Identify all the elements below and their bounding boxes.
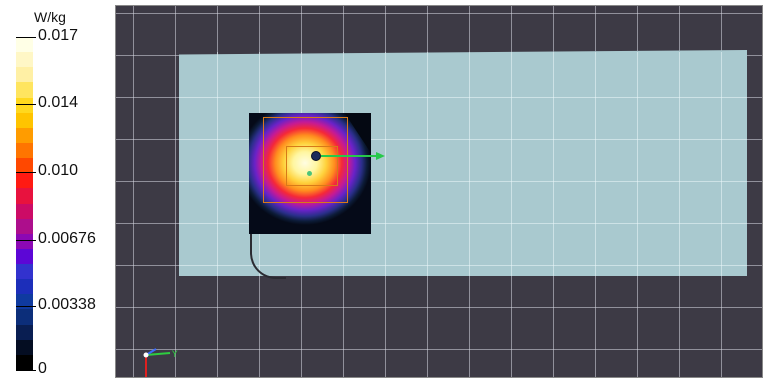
3d-viewport[interactable]: Y	[115, 5, 763, 378]
phantom-grid-line	[179, 265, 747, 266]
legend-unit: W/kg	[34, 9, 66, 25]
legend-color-swatch	[16, 264, 33, 280]
zoom-scan-inner-box	[286, 146, 338, 186]
phantom-grid-line	[385, 52, 386, 276]
legend-color-swatch	[16, 279, 33, 295]
legend-tick-label: 0.00338	[38, 296, 96, 313]
legend-color-swatch	[16, 158, 33, 174]
floor-grid-line	[116, 13, 762, 14]
legend-tick-label: 0.010	[38, 162, 79, 179]
legend-tick-mark	[16, 104, 36, 105]
phantom-grid-line	[679, 52, 680, 276]
legend-color-swatch	[16, 173, 33, 189]
phantom-grid-line	[721, 52, 722, 276]
phantom-grid-line	[217, 52, 218, 276]
color-scale-legend: W/kg 0.017 0.014 0.010 0.00676 0.00338 0	[0, 0, 112, 381]
legend-color-swatch	[16, 142, 33, 159]
floor-grid-line	[175, 6, 176, 377]
phantom-grid-line	[469, 52, 470, 276]
axis-triad-icon: Y	[143, 348, 178, 377]
legend-tick-mark	[16, 240, 36, 241]
phantom-grid-line	[637, 52, 638, 276]
legend-color-swatch	[16, 188, 33, 204]
legend-color-swatch	[16, 324, 33, 341]
legend-color-swatch	[16, 203, 33, 220]
phantom-grid-line	[179, 139, 747, 140]
floor-grid-line	[116, 307, 762, 308]
legend-color-swatch	[16, 112, 33, 129]
phantom-grid-line	[179, 97, 747, 98]
probe-cable	[250, 231, 286, 279]
legend-color-swatch	[16, 67, 33, 83]
legend-color-swatch	[16, 294, 33, 310]
legend-tick-mark	[16, 306, 36, 307]
legend-color-swatch	[16, 248, 33, 265]
floor-grid-line	[133, 6, 134, 377]
legend-color-swatch	[16, 354, 33, 371]
probe-direction-arrowhead	[376, 152, 385, 160]
legend-tick-mark	[16, 37, 36, 38]
legend-tick-mark	[16, 370, 36, 371]
legend-color-swatch	[16, 52, 33, 68]
legend-color-swatch	[16, 97, 33, 114]
peak-location-marker	[307, 171, 312, 176]
axis-y-label: Y	[171, 350, 178, 360]
legend-color-swatch	[16, 37, 33, 53]
legend-tick-label: 0	[38, 360, 47, 377]
legend-tick-label: 0.014	[38, 94, 79, 111]
legend-color-swatch	[16, 218, 33, 235]
phantom-grid-line	[553, 52, 554, 276]
legend-tick-label: 0.00676	[38, 230, 96, 247]
probe-direction-arrow	[321, 155, 376, 157]
legend-tick-label: 0.017	[38, 27, 79, 44]
phantom-grid-line	[511, 52, 512, 276]
zoom-scan-outer-box	[263, 117, 348, 203]
legend-color-swatch	[16, 309, 33, 326]
phantom-grid-line	[179, 223, 747, 224]
floor-grid-line	[116, 349, 762, 350]
legend-color-swatch	[16, 127, 33, 144]
legend-color-swatch	[16, 233, 33, 250]
legend-color-swatch	[16, 82, 33, 99]
phantom-grid-line	[595, 52, 596, 276]
phantom-grid-line	[179, 181, 747, 182]
probe-position-marker[interactable]	[311, 151, 321, 161]
phantom-grid-line	[427, 52, 428, 276]
legend-tick-mark	[16, 172, 36, 173]
legend-color-swatch	[16, 339, 33, 356]
